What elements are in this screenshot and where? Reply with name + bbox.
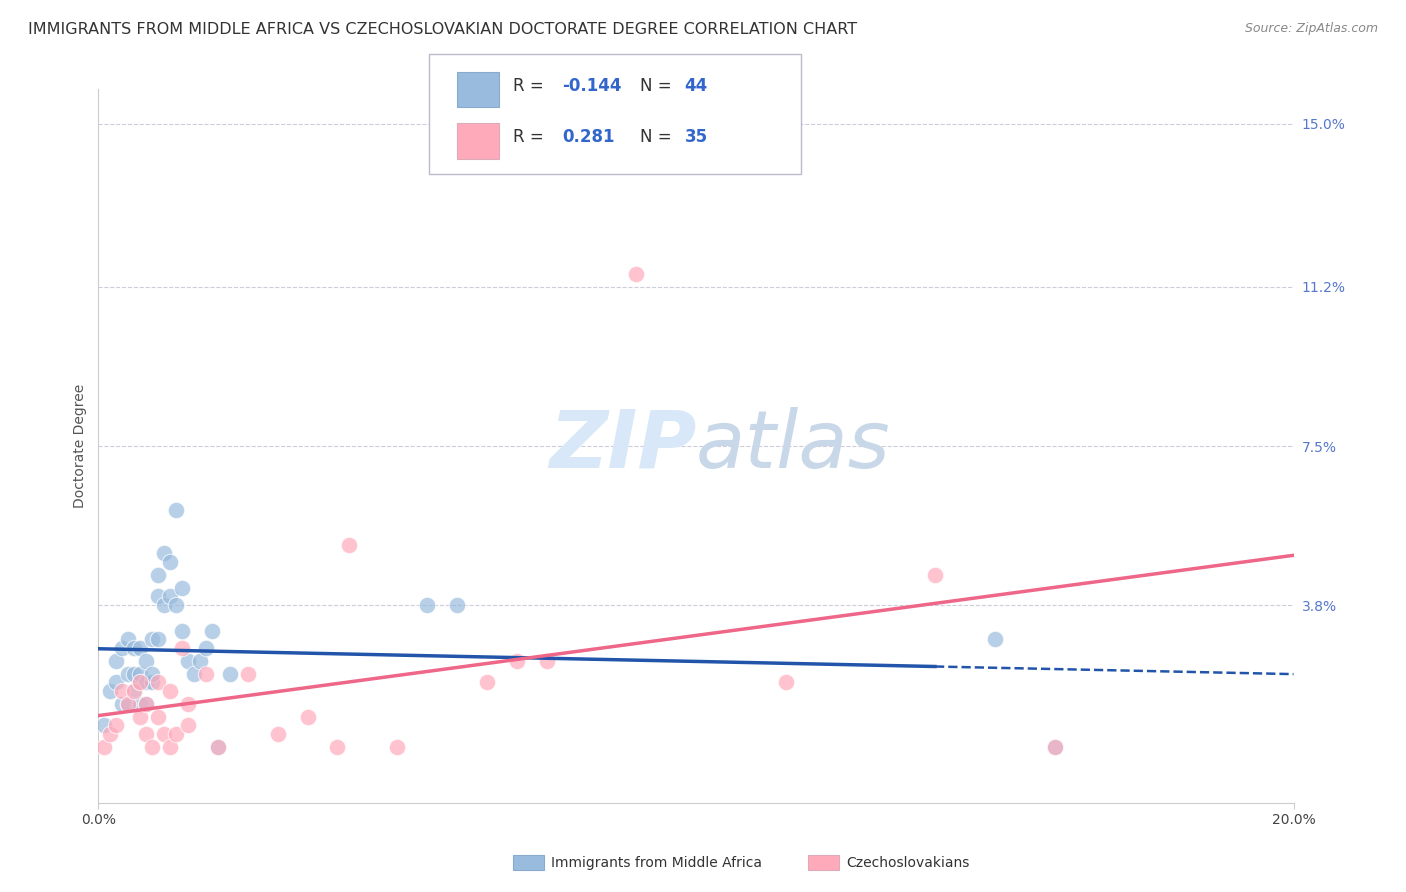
- Point: [165, 503, 187, 517]
- Point: [165, 598, 187, 612]
- Point: [135, 697, 157, 711]
- Text: ZIP: ZIP: [548, 407, 696, 485]
- Point: [201, 624, 224, 638]
- Point: [475, 675, 498, 690]
- Point: [195, 666, 218, 681]
- Point: [105, 675, 128, 690]
- Text: 35: 35: [685, 128, 707, 146]
- Point: [159, 739, 181, 754]
- Text: N =: N =: [640, 128, 676, 146]
- Point: [117, 666, 139, 681]
- Point: [129, 675, 152, 690]
- Point: [195, 641, 218, 656]
- Point: [105, 718, 128, 732]
- Point: [135, 697, 157, 711]
- Point: [135, 675, 157, 690]
- Point: [93, 718, 115, 732]
- Point: [506, 654, 529, 668]
- Point: [172, 624, 194, 638]
- Point: [339, 538, 360, 552]
- Text: atlas: atlas: [696, 407, 891, 485]
- Point: [924, 568, 946, 582]
- Point: [177, 697, 200, 711]
- Point: [446, 598, 468, 612]
- Text: R =: R =: [513, 77, 550, 95]
- Point: [100, 727, 122, 741]
- Text: IMMIGRANTS FROM MIDDLE AFRICA VS CZECHOSLOVAKIAN DOCTORATE DEGREE CORRELATION CH: IMMIGRANTS FROM MIDDLE AFRICA VS CZECHOS…: [28, 22, 858, 37]
- Point: [536, 654, 558, 668]
- Point: [1043, 739, 1066, 754]
- Text: Czechoslovakians: Czechoslovakians: [846, 855, 970, 870]
- Point: [153, 546, 176, 560]
- Point: [148, 675, 170, 690]
- Point: [124, 684, 146, 698]
- Text: 44: 44: [685, 77, 709, 95]
- Point: [111, 684, 134, 698]
- Point: [984, 632, 1007, 647]
- Point: [141, 675, 163, 690]
- Text: 0.281: 0.281: [562, 128, 614, 146]
- Point: [135, 654, 157, 668]
- Point: [236, 666, 259, 681]
- Point: [297, 710, 319, 724]
- Point: [148, 710, 170, 724]
- Point: [111, 641, 134, 656]
- Text: N =: N =: [640, 77, 676, 95]
- Point: [105, 654, 128, 668]
- Text: Source: ZipAtlas.com: Source: ZipAtlas.com: [1244, 22, 1378, 36]
- Point: [172, 641, 194, 656]
- Point: [93, 739, 115, 754]
- Text: Immigrants from Middle Africa: Immigrants from Middle Africa: [551, 855, 762, 870]
- Point: [626, 267, 648, 281]
- Point: [172, 581, 194, 595]
- Point: [385, 739, 409, 754]
- Point: [135, 727, 157, 741]
- Point: [124, 684, 146, 698]
- Point: [124, 641, 146, 656]
- Point: [177, 718, 200, 732]
- Text: -0.144: -0.144: [562, 77, 621, 95]
- Point: [129, 641, 152, 656]
- Point: [207, 739, 229, 754]
- Point: [1043, 739, 1066, 754]
- Point: [165, 727, 187, 741]
- Point: [177, 654, 200, 668]
- Point: [153, 598, 176, 612]
- Point: [159, 684, 181, 698]
- Point: [153, 727, 176, 741]
- Point: [141, 632, 163, 647]
- Point: [111, 697, 134, 711]
- Point: [148, 568, 170, 582]
- Point: [117, 632, 139, 647]
- Point: [129, 710, 152, 724]
- Point: [129, 675, 152, 690]
- Point: [159, 555, 181, 569]
- Point: [207, 739, 229, 754]
- Point: [188, 654, 211, 668]
- Point: [141, 739, 163, 754]
- Point: [148, 632, 170, 647]
- Point: [775, 675, 797, 690]
- Point: [267, 727, 290, 741]
- Point: [129, 697, 152, 711]
- Point: [148, 590, 170, 604]
- Y-axis label: Doctorate Degree: Doctorate Degree: [73, 384, 87, 508]
- Point: [129, 666, 152, 681]
- Point: [117, 697, 139, 711]
- Point: [159, 590, 181, 604]
- Point: [117, 697, 139, 711]
- Point: [326, 739, 349, 754]
- Point: [183, 666, 205, 681]
- Point: [141, 666, 163, 681]
- Point: [100, 684, 122, 698]
- Text: R =: R =: [513, 128, 554, 146]
- Point: [219, 666, 242, 681]
- Point: [124, 666, 146, 681]
- Point: [416, 598, 439, 612]
